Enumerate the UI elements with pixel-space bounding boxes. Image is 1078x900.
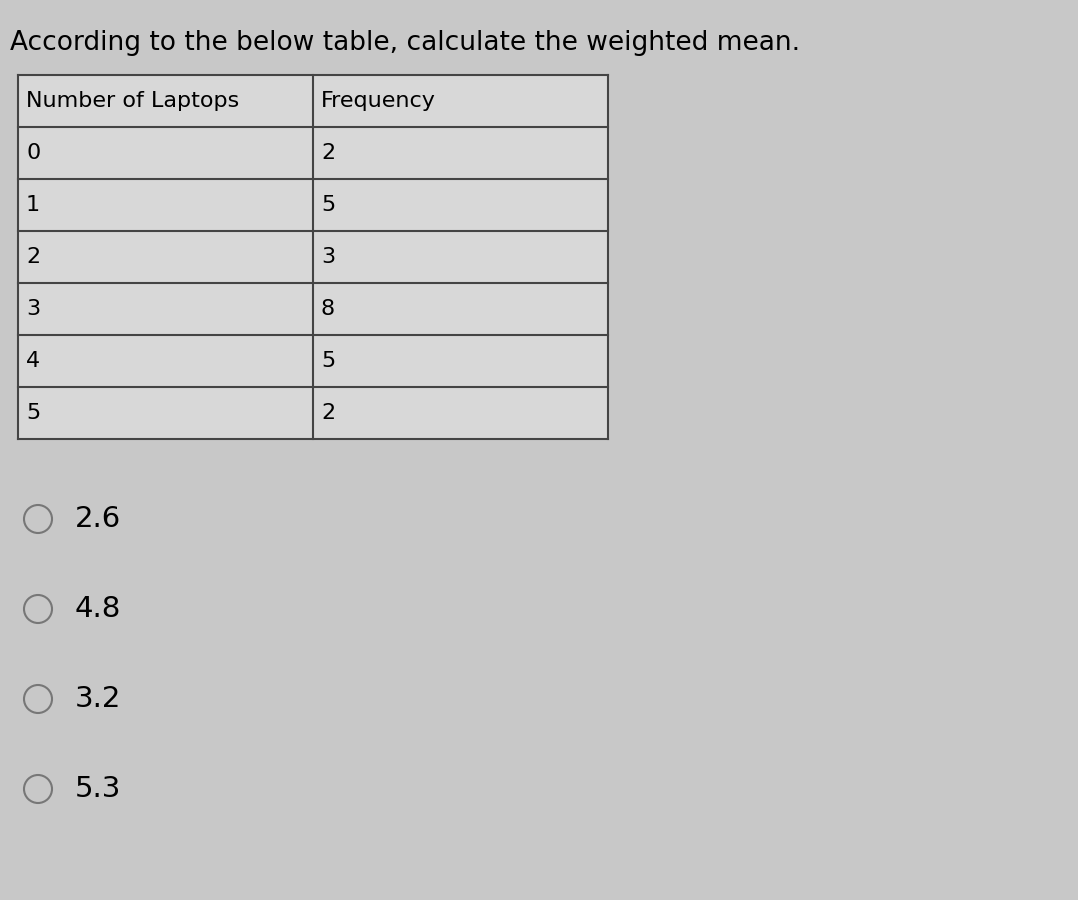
Text: 3: 3	[321, 247, 335, 267]
Bar	[18, 335, 313, 387]
Text: 3: 3	[26, 299, 40, 319]
Text: 2: 2	[321, 143, 335, 163]
Text: 5: 5	[26, 403, 40, 423]
Text: According to the below table, calculate the weighted mean.: According to the below table, calculate …	[10, 30, 800, 56]
Bar	[313, 75, 608, 127]
Bar	[313, 387, 608, 439]
Text: 2: 2	[26, 247, 40, 267]
Text: 8: 8	[321, 299, 335, 319]
Bar	[18, 75, 313, 127]
Text: 0: 0	[26, 143, 40, 163]
Bar	[18, 179, 313, 231]
Text: Number of Laptops: Number of Laptops	[26, 91, 239, 111]
Bar	[313, 335, 608, 387]
Text: 4.8: 4.8	[75, 595, 122, 623]
Bar	[313, 283, 608, 335]
Text: 5: 5	[321, 351, 335, 371]
Text: Frequency: Frequency	[321, 91, 436, 111]
Text: 1: 1	[26, 195, 40, 215]
Text: 4: 4	[26, 351, 40, 371]
Text: 5.3: 5.3	[75, 775, 122, 803]
Bar	[18, 127, 313, 179]
Text: 2.6: 2.6	[75, 505, 121, 533]
Bar	[18, 283, 313, 335]
Bar	[18, 231, 313, 283]
Bar	[313, 179, 608, 231]
Text: 3.2: 3.2	[75, 685, 122, 713]
Text: 2: 2	[321, 403, 335, 423]
Bar	[18, 387, 313, 439]
Text: 5: 5	[321, 195, 335, 215]
Bar	[313, 231, 608, 283]
Bar	[313, 127, 608, 179]
